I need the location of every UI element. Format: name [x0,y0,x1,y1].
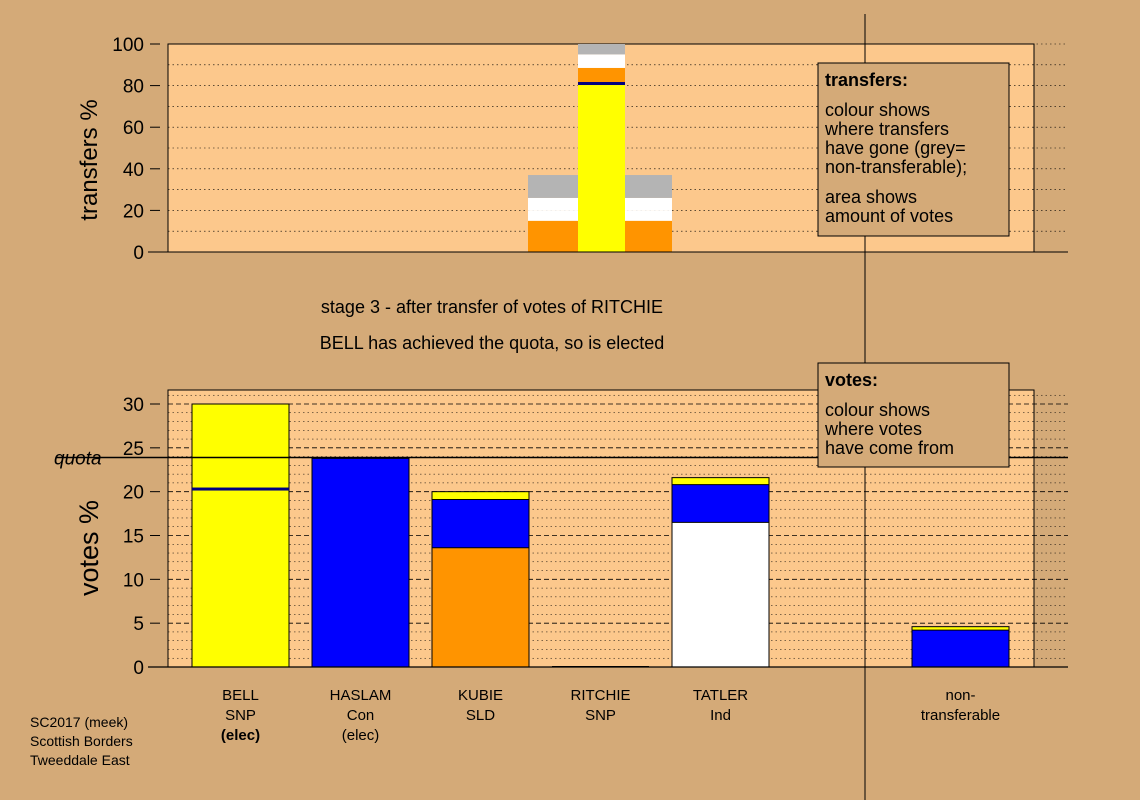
transfers-tick-label: 40 [123,160,144,181]
transfers-tick-label: 0 [133,243,144,264]
transfers-legend-line: have gone (grey= [825,138,966,158]
transfers-legend-title: transfers: [825,70,908,90]
votes-segment-yellow [432,491,529,500]
votes-segment-yellow [672,477,769,485]
transfers-legend-line: amount of votes [825,206,953,226]
votes-segment-yellow [192,404,289,667]
category-label: (elec) [342,727,380,744]
category-label: Ind [710,707,731,724]
votes-segment-blue [672,484,769,523]
category-label: SLD [466,707,495,724]
transfers-segment-grey [578,44,625,55]
transfers-axis-title: transfers % [76,99,103,220]
transfers-legend-line: colour shows [825,100,930,120]
stage-line-1: stage 3 - after transfer of votes of RIT… [321,297,663,317]
category-label: RITCHIE [571,687,631,704]
votes-legend-title: votes: [825,370,878,390]
category-label: HASLAM [330,687,392,704]
transfers-tick-label: 100 [112,35,144,56]
transfers-tick-label: 60 [123,118,144,139]
category-label: TATLER [693,687,748,704]
category-label: (elec) [221,727,260,744]
quota-label: quota [54,448,102,469]
votes-segment-blue [312,458,409,667]
category-label: non- [945,687,975,704]
transfers-tick-label: 20 [123,201,144,222]
transfers-legend: transfers: colour shows where transfers … [817,62,1010,237]
transfers-tick-label: 80 [123,77,144,98]
votes-tick-label: 25 [123,439,144,460]
votes-segment-blue [912,630,1009,667]
votes-legend-line: colour shows [825,400,930,420]
votes-legend: votes: colour shows where votes have com… [817,362,1010,468]
footer-line-2: Scottish Borders [30,733,133,749]
votes-tick-label: 10 [123,570,144,591]
transfers-legend-line: where transfers [824,119,949,139]
votes-tick-label: 0 [133,658,144,679]
axes: 0 20 40 60 80 100 0 5 10 15 20 25 30 [112,35,1068,679]
category-labels: BELL SNP (elec) HASLAM Con (elec) KUBIE SLD RITC… [221,687,1000,744]
category-label: BELL [222,687,259,704]
footer-line-3: Tweeddale East [30,752,130,768]
transfers-segment-yellow [578,84,625,252]
votes-segment-white [672,522,769,667]
transfers-segment-white [578,54,625,68]
footer-line-1: SC2017 (meek) [30,714,128,730]
stage-line-2: BELL has achieved the quota, so is elect… [320,333,665,353]
category-label: SNP [225,707,256,724]
category-label: transferable [921,707,1000,724]
votes-tick-label: 20 [123,483,144,504]
votes-tick-label: 5 [133,614,144,635]
votes-marker [192,487,289,491]
votes-segment-yellow [912,626,1009,631]
votes-legend-line: where votes [824,419,922,439]
votes-axis-title: votes % [74,500,104,596]
transfers-segment-orange [578,67,625,83]
transfers-marker [578,82,625,86]
votes-segment-orange [432,547,529,667]
votes-tick-label: 15 [123,527,144,548]
transfers-bars [528,44,672,252]
transfers-legend-line: area shows [825,187,917,207]
votes-bars [191,403,1010,668]
votes-tick-label: 30 [123,395,144,416]
category-label: KUBIE [458,687,503,704]
transfers-legend-line: non-transferable); [825,157,967,177]
votes-legend-line: have come from [825,438,954,458]
votes-segment-blue [432,499,529,548]
category-label: SNP [585,707,616,724]
category-label: Con [347,707,375,724]
